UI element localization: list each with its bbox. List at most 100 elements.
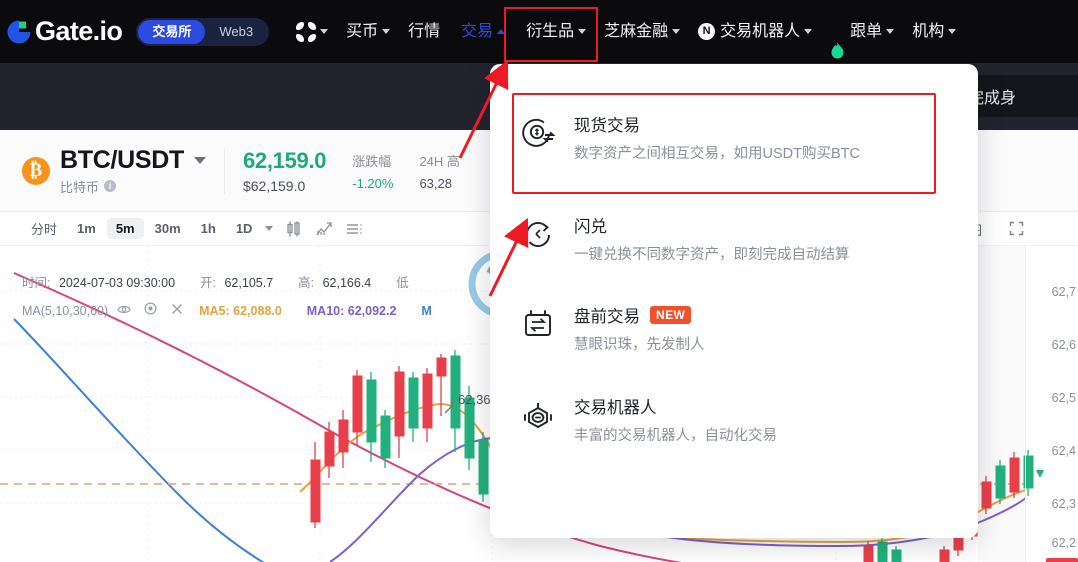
target-icon[interactable] <box>144 302 160 318</box>
chevron-down-icon <box>804 29 813 34</box>
ma30-value: M <box>421 304 432 318</box>
menu-desc: 丰富的交易机器人，自动化交易 <box>574 428 777 445</box>
candle-group-lower <box>863 536 902 562</box>
chevron-down-icon <box>320 29 329 34</box>
low-label: 低 <box>396 276 409 290</box>
indicator-icon[interactable] <box>315 220 333 238</box>
info-icon[interactable]: i <box>104 180 117 192</box>
menu-text: 现货交易 数字资产之间相互交易，如用USDT购买BTC <box>574 110 860 165</box>
menu-item-spot-trading[interactable]: 现货交易 数字资产之间相互交易，如用USDT购买BTC <box>490 80 978 193</box>
new-badge-icon: N <box>698 23 716 40</box>
stat-high: 24H 高 63,28 <box>419 151 459 191</box>
current-price-tag: 62,1 <box>1045 558 1078 562</box>
menu-desc: 数字资产之间相互交易，如用USDT购买BTC <box>574 146 860 162</box>
menu-item-flash-swap[interactable]: 闪兑 一键兑换不同数字资产，即刻完成自动结算 <box>490 193 978 280</box>
brand-name: Gate.io <box>35 16 123 46</box>
nav-item-institutional[interactable]: 机构 <box>903 0 965 63</box>
time-value: 2024-07-03 09:30:00 <box>58 276 176 290</box>
close-icon[interactable] <box>171 304 186 318</box>
last-price-usd: $62,159.0 <box>242 177 306 194</box>
timeframe-1d[interactable]: 1D <box>235 221 253 236</box>
nav-item-trading-bot[interactable]: N 交易机器人 <box>689 0 821 63</box>
timeframe-1m[interactable]: 1m <box>77 221 96 236</box>
high24-value: 63,28 <box>419 175 452 191</box>
price-block: 62,159.0 $62,159.0 <box>242 147 327 194</box>
axis-tick-0: 62,7 <box>1051 285 1076 299</box>
ma-config-label: MA(5,10,30,60) <box>22 304 109 318</box>
menu-title: 交易机器人 <box>574 394 777 418</box>
chevron-down-icon[interactable] <box>265 226 274 231</box>
menu-desc: 一键兑换不同数字资产，即刻完成自动结算 <box>574 247 850 264</box>
trade-dropdown-menu[interactable]: 现货交易 数字资产之间相互交易，如用USDT购买BTC 闪兑 一键兑换不同数字资… <box>490 64 978 538</box>
ma5-value: MA5: 62,088.0 <box>199 304 282 318</box>
high-value: 62,166.4 <box>322 276 372 290</box>
high24-label: 24H 高 <box>419 153 460 169</box>
menu-title: 闪兑 <box>574 213 850 237</box>
nav-item-buy-crypto[interactable]: 买币 <box>337 0 399 63</box>
candlestick-icon[interactable] <box>285 220 303 238</box>
timeframe-30m[interactable]: 30m <box>154 221 181 236</box>
chart-ohlc-row: 时间: 2024-07-03 09:30:00 开: 62,105.7 高: 6… <box>22 272 409 291</box>
chart-ma-row: MA(5,10,30,60) MA5: 62,088.0 MA10: 62,09… <box>22 302 432 318</box>
bitcoin-icon: ₿ <box>22 156 50 185</box>
mode-web3[interactable]: Web3 <box>219 23 254 39</box>
timeframe-1h[interactable]: 1h <box>200 221 216 236</box>
eye-icon[interactable] <box>116 304 134 318</box>
nav-label: 行情 <box>408 23 441 40</box>
nav-item-derivatives[interactable]: 衍生品 <box>517 0 595 63</box>
nav-label: 跟单 <box>850 23 883 40</box>
gate-logo-icon <box>6 19 32 45</box>
grid-icon <box>296 21 317 42</box>
axis-tick-1: 62,6 <box>1051 338 1076 352</box>
pre-market-icon <box>516 301 560 345</box>
nav-label: 买币 <box>346 23 379 40</box>
chevron-down-icon[interactable] <box>193 156 206 164</box>
menu-title: 现货交易 <box>574 112 860 136</box>
flash-swap-icon <box>516 211 560 255</box>
top-navigation[interactable]: Gate.io 交易所 Web3 买币 行情 交易 衍生品 <box>0 0 1078 63</box>
pair-subtitle: 比特币 i <box>60 177 206 196</box>
nav-apps-grid[interactable] <box>287 0 337 63</box>
chevron-down-icon <box>948 29 957 34</box>
chevron-down-icon <box>578 29 587 34</box>
candle-group-center <box>310 350 517 536</box>
nav-label: 交易机器人 <box>720 23 801 40</box>
open-value: 62,105.7 <box>224 276 274 290</box>
pair-cn-name: 比特币 <box>60 179 100 195</box>
menu-item-trading-bot[interactable]: 交易机器人 丰富的交易机器人，自动化交易 <box>490 370 978 461</box>
nav-item-copy-trading[interactable]: 跟单 <box>821 0 903 63</box>
timeframe-fenshi[interactable]: 分时 <box>31 222 58 237</box>
axis-tick-2: 62,5 <box>1051 391 1076 405</box>
nav-label: 交易 <box>461 23 494 40</box>
chevron-down-icon <box>886 29 895 34</box>
settings-list-icon[interactable] <box>345 220 363 238</box>
stat-change: 涨跌幅 -1.20% <box>352 151 393 191</box>
menu-item-pre-market[interactable]: 盘前交易 NEW 慧眼识珠，先发制人 <box>490 281 978 370</box>
timeframe-5m[interactable]: 5m <box>106 218 144 239</box>
nav-item-trade[interactable]: 交易 <box>449 0 517 63</box>
chevron-up-icon <box>497 29 506 34</box>
chevron-down-icon <box>382 29 391 34</box>
nav-item-finance[interactable]: 芝麻金融 <box>595 0 689 63</box>
mode-exchange[interactable]: 交易所 <box>138 19 206 44</box>
menu-text: 闪兑 一键兑换不同数字资产，即刻完成自动结算 <box>574 211 850 266</box>
brand-logo[interactable]: Gate.io <box>6 16 123 47</box>
axis-tick-5: 62,2 <box>1051 536 1076 550</box>
high-label: 高: <box>298 276 315 290</box>
change-label: 涨跌幅 <box>352 153 392 169</box>
ticker-divider <box>223 147 225 194</box>
last-price: 62,159.0 <box>242 147 327 173</box>
mode-switch[interactable]: 交易所 Web3 <box>136 17 270 46</box>
open-label: 开: <box>200 276 216 290</box>
menu-title-text: 盘前交易 <box>574 307 640 326</box>
nav-item-markets[interactable]: 行情 <box>399 0 449 63</box>
menu-desc: 慧眼识珠，先发制人 <box>574 336 705 353</box>
nav-label: 衍生品 <box>526 23 575 40</box>
menu-title-text: 交易机器人 <box>574 399 657 418</box>
nav-label: 机构 <box>912 23 945 40</box>
pair-selector[interactable]: ₿ BTC/USDT 比特币 i <box>0 146 206 196</box>
new-badge: NEW <box>650 305 692 324</box>
nav-items[interactable]: 买币 行情 交易 衍生品 芝麻金融 N 交易机器人 <box>287 0 965 63</box>
expand-icon[interactable] <box>1009 221 1024 241</box>
